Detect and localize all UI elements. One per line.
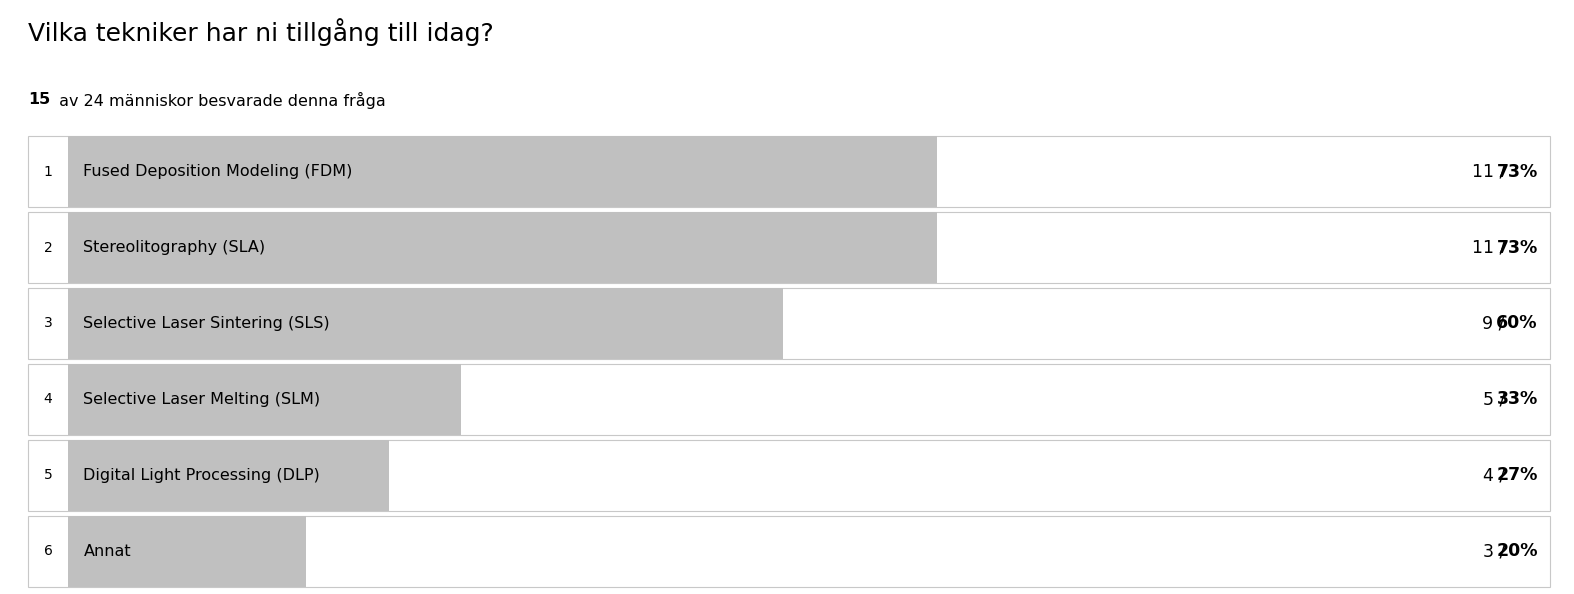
Bar [28, 516, 1550, 587]
Bar [28, 212, 1550, 283]
Text: Vilka tekniker har ni tillgång till idag?: Vilka tekniker har ni tillgång till idag… [28, 18, 494, 46]
Text: 11 /: 11 / [1472, 163, 1511, 181]
Text: Stereolitography (SLA): Stereolitography (SLA) [83, 240, 266, 255]
Text: 9 /: 9 / [1483, 314, 1511, 333]
Text: Selective Laser Sintering (SLS): Selective Laser Sintering (SLS) [83, 316, 331, 331]
Bar [28, 136, 1550, 207]
Bar [28, 288, 1550, 359]
Bar [68, 440, 389, 511]
Text: Selective Laser Melting (SLM): Selective Laser Melting (SLM) [83, 392, 321, 407]
Text: 4: 4 [44, 393, 52, 406]
Text: av 24 människor besvarade denna fråga: av 24 människor besvarade denna fråga [54, 92, 386, 109]
Bar [68, 212, 938, 283]
Bar [28, 364, 1550, 435]
Text: 6: 6 [44, 544, 52, 558]
Text: 33%: 33% [1497, 390, 1538, 409]
Text: 4 /: 4 / [1483, 466, 1511, 484]
Text: 3 /: 3 / [1483, 542, 1511, 560]
Text: 73%: 73% [1497, 163, 1538, 181]
Text: Annat: Annat [83, 544, 131, 559]
Text: 5: 5 [44, 468, 52, 482]
Bar [28, 440, 1550, 511]
Text: 73%: 73% [1497, 239, 1538, 257]
Bar [68, 364, 461, 435]
Bar [68, 136, 938, 207]
Text: 3: 3 [44, 317, 52, 330]
Text: 20%: 20% [1497, 542, 1538, 560]
Text: 15: 15 [28, 92, 50, 107]
Text: Fused Deposition Modeling (FDM): Fused Deposition Modeling (FDM) [83, 164, 353, 179]
Text: 27%: 27% [1497, 466, 1538, 484]
Text: 2: 2 [44, 241, 52, 255]
Text: 60%: 60% [1497, 314, 1538, 333]
Bar [68, 516, 305, 587]
Text: 11 /: 11 / [1472, 239, 1511, 257]
Text: 5 /: 5 / [1483, 390, 1511, 409]
Text: Digital Light Processing (DLP): Digital Light Processing (DLP) [83, 468, 320, 483]
Bar [68, 288, 782, 359]
Text: 1: 1 [44, 165, 52, 179]
